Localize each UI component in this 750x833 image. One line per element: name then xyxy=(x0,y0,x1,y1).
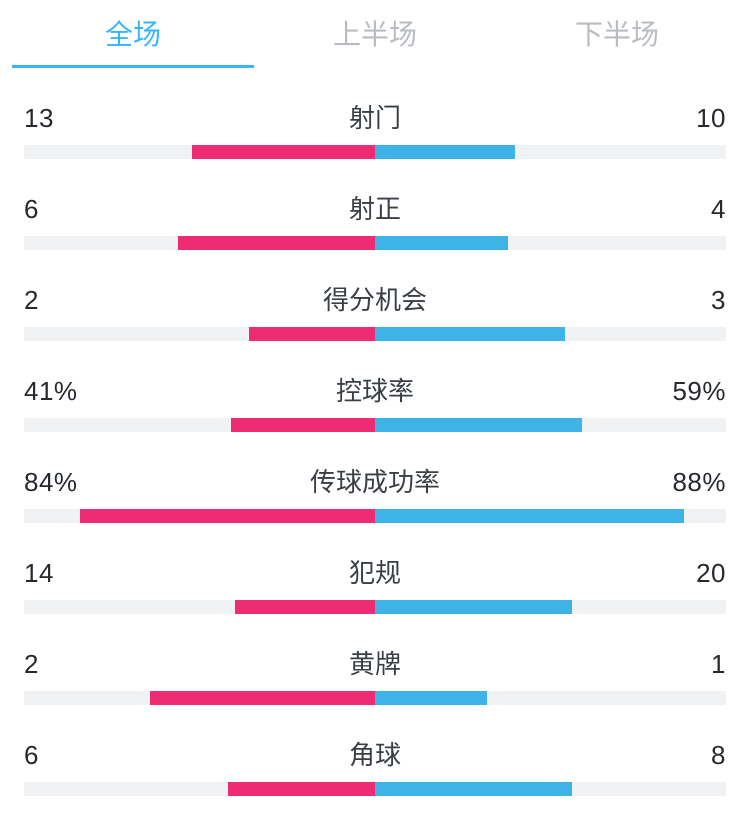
stat-row: 13 射门 10 xyxy=(24,98,726,159)
stat-labels: 14 犯规 20 xyxy=(24,553,726,590)
stat-away-bar xyxy=(375,236,508,250)
stat-row: 6 射正 4 xyxy=(24,189,726,250)
stat-bar-track xyxy=(24,418,726,432)
stat-away-bar xyxy=(375,327,565,341)
stat-home-bar xyxy=(192,145,375,159)
tab-label: 全场 xyxy=(105,13,161,53)
stat-away-bar xyxy=(375,509,684,523)
stat-row: 2 得分机会 3 xyxy=(24,280,726,341)
stat-bar-track xyxy=(24,327,726,341)
stat-name: 黄牌 xyxy=(94,644,656,681)
stat-away-value: 59% xyxy=(656,376,726,407)
stat-home-bar xyxy=(231,418,375,432)
stat-row: 6 角球 8 xyxy=(24,735,726,796)
stat-away-bar xyxy=(375,145,515,159)
stat-labels: 2 得分机会 3 xyxy=(24,280,726,317)
stat-away-value: 8 xyxy=(656,740,726,771)
stat-home-bar xyxy=(150,691,375,705)
stat-name: 射门 xyxy=(94,98,656,135)
tab-first-half[interactable]: 上半场 xyxy=(254,0,496,68)
tab-second-half[interactable]: 下半场 xyxy=(496,0,738,68)
stat-away-value: 20 xyxy=(656,558,726,589)
stat-home-value: 2 xyxy=(24,649,94,680)
stat-home-bar xyxy=(178,236,375,250)
stat-away-value: 88% xyxy=(656,467,726,498)
stat-home-bar xyxy=(228,782,375,796)
stat-name: 犯规 xyxy=(94,553,656,590)
stat-home-bar xyxy=(249,327,375,341)
stat-labels: 13 射门 10 xyxy=(24,98,726,135)
stat-row: 84% 传球成功率 88% xyxy=(24,462,726,523)
tab-label: 上半场 xyxy=(333,13,417,53)
stat-home-value: 41% xyxy=(24,376,94,407)
stat-home-value: 13 xyxy=(24,103,94,134)
match-stats-list: 13 射门 10 6 射正 4 2 得分机会 3 xyxy=(0,98,750,796)
stat-away-bar xyxy=(375,782,572,796)
stat-away-bar xyxy=(375,418,582,432)
stat-home-value: 6 xyxy=(24,740,94,771)
stat-home-bar xyxy=(235,600,375,614)
stat-bar-track xyxy=(24,600,726,614)
stat-row: 41% 控球率 59% xyxy=(24,371,726,432)
stat-name: 射正 xyxy=(94,189,656,226)
stat-labels: 2 黄牌 1 xyxy=(24,644,726,681)
stat-bar-track xyxy=(24,782,726,796)
stat-home-value: 6 xyxy=(24,194,94,225)
stat-home-value: 2 xyxy=(24,285,94,316)
stat-away-value: 3 xyxy=(656,285,726,316)
tab-label: 下半场 xyxy=(575,13,659,53)
stat-bar-track xyxy=(24,236,726,250)
stat-row: 14 犯规 20 xyxy=(24,553,726,614)
stat-name: 传球成功率 xyxy=(94,462,656,499)
stat-away-bar xyxy=(375,691,487,705)
stat-home-bar xyxy=(80,509,375,523)
stat-bar-track xyxy=(24,509,726,523)
stat-labels: 84% 传球成功率 88% xyxy=(24,462,726,499)
stat-away-bar xyxy=(375,600,572,614)
stat-away-value: 10 xyxy=(656,103,726,134)
tab-full-match[interactable]: 全场 xyxy=(12,0,254,68)
stat-bar-track xyxy=(24,691,726,705)
match-period-tabs: 全场 上半场 下半场 xyxy=(0,0,750,68)
stat-bar-track xyxy=(24,145,726,159)
stat-name: 角球 xyxy=(94,735,656,772)
stat-away-value: 1 xyxy=(656,649,726,680)
stat-away-value: 4 xyxy=(656,194,726,225)
stat-name: 控球率 xyxy=(94,371,656,408)
stat-labels: 41% 控球率 59% xyxy=(24,371,726,408)
stat-labels: 6 射正 4 xyxy=(24,189,726,226)
stat-row: 2 黄牌 1 xyxy=(24,644,726,705)
stat-home-value: 14 xyxy=(24,558,94,589)
stat-name: 得分机会 xyxy=(94,280,656,317)
stat-labels: 6 角球 8 xyxy=(24,735,726,772)
stat-home-value: 84% xyxy=(24,467,94,498)
